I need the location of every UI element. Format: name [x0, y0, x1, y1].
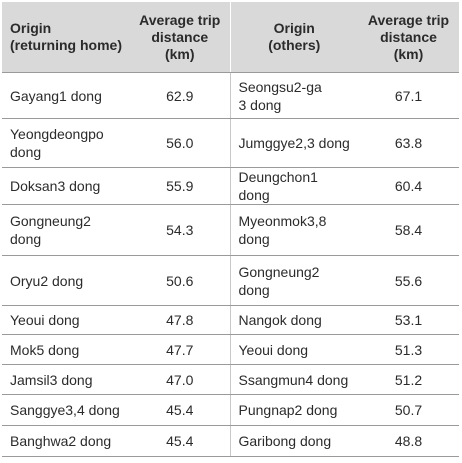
table-row: Yeoui dong 47.8 Nangok dong 53.1 — [2, 305, 459, 335]
origin-others-cell: Pungnap2 dong — [229, 394, 358, 426]
table-row: Mok5 dong 47.7 Yeoui dong 51.3 — [2, 334, 459, 365]
cell-line: 3 dong — [238, 96, 282, 113]
origin-home-cell: Yeoui dong — [2, 305, 130, 335]
origin-others-cell: Deungchon1 dong — [229, 167, 358, 205]
distance-home-cell: 47.8 — [130, 305, 230, 335]
header-row: Origin (returning home) Average trip dis… — [2, 2, 459, 73]
header-line: Average trip — [367, 11, 450, 28]
cell-line: Yeoui dong — [10, 312, 80, 328]
table-row: Doksan3 dong 55.9 Deungchon1 dong 60.4 — [2, 167, 459, 205]
distance-others-cell: 51.3 — [358, 334, 459, 365]
cell-line: Jumggye2,3 dong — [238, 135, 350, 151]
distance-others-cell: 67.1 — [358, 72, 459, 119]
cell-line: Pungnap2 dong — [238, 402, 338, 418]
origin-home-cell: Yeongdeongpo dong — [2, 118, 130, 168]
distance-home-cell: 62.9 — [130, 72, 230, 119]
distance-others-cell: 48.8 — [358, 425, 459, 457]
cell-line: Jamsil3 dong — [10, 371, 93, 388]
header-origin-returning-home: Origin (returning home) — [2, 2, 130, 73]
cell-line: Deungchon1 dong — [238, 169, 318, 203]
distance-home-cell: 50.6 — [130, 255, 230, 306]
cell-line: Garibong dong — [238, 433, 332, 449]
origin-home-cell: Jamsil3 dong — [2, 364, 130, 395]
header-line: Origin — [10, 20, 52, 36]
distance-others-cell: 55.6 — [358, 255, 459, 306]
origin-others-cell: Yeoui dong — [229, 334, 358, 365]
cell-line: dong — [238, 231, 270, 247]
table-row: Gongneung2 dong 54.3 Myeonmok3,8 dong 58.… — [2, 204, 459, 256]
table-row: Banghwa2 dong 45.4 Garibong dong 48.8 — [2, 425, 459, 457]
origin-others-cell: Nangok dong — [229, 305, 358, 335]
distance-others-cell: 58.4 — [358, 204, 459, 256]
distance-home-cell: 45.4 — [130, 425, 230, 457]
origin-home-cell: Gongneung2 dong — [2, 204, 130, 256]
origin-home-cell: Oryu2 dong — [2, 255, 130, 306]
origin-home-cell: Mok5 dong — [2, 334, 130, 365]
cell-line: Banghwa2 dong — [10, 433, 112, 449]
distance-home-cell: 54.3 — [130, 204, 230, 256]
distance-home-cell: 55.9 — [130, 167, 230, 205]
origin-home-cell: Sanggye3,4 dong — [2, 394, 130, 426]
origin-others-cell: Seongsu2-ga 3 dong — [229, 72, 358, 119]
cell-line: Sanggye3,4 dong — [10, 402, 120, 418]
distance-others-cell: 53.1 — [358, 305, 459, 335]
origin-others-cell: Garibong dong — [229, 425, 358, 457]
header-origin-others: Origin (others) — [229, 2, 358, 73]
origin-others-cell: Ssangmun4 dong — [229, 364, 358, 395]
table-row: Oryu2 dong 50.6 Gongneung2 dong 55.6 — [2, 255, 459, 306]
header-line: (returning home) — [10, 37, 122, 53]
distance-others-cell: 50.7 — [358, 394, 459, 426]
cell-line: Doksan3 dong — [10, 178, 101, 194]
header-average-distance-home: Average trip distance (km) — [130, 2, 230, 73]
origin-home-cell: Banghwa2 dong — [2, 425, 130, 457]
header-line: Average trip — [139, 11, 221, 28]
header-line: distance — [380, 28, 437, 45]
cell-line: dong — [238, 281, 270, 298]
cell-line: Gongneung2 — [238, 263, 320, 280]
cell-line: Myeonmok3,8 — [238, 213, 327, 229]
distance-others-cell: 60.4 — [358, 167, 459, 205]
cell-line: Nangok dong — [238, 312, 322, 328]
cell-line: Oryu2 dong — [10, 272, 84, 289]
origin-home-cell: Gayang1 dong — [2, 72, 130, 119]
origin-others-cell: Myeonmok3,8 dong — [229, 204, 358, 256]
origin-home-cell: Doksan3 dong — [2, 167, 130, 205]
distance-others-cell: 63.8 — [358, 118, 459, 168]
header-line: (km) — [393, 45, 424, 62]
distance-home-cell: 45.4 — [130, 394, 230, 426]
distance-home-cell: 56.0 — [130, 118, 230, 168]
cell-line: dong — [10, 144, 42, 160]
trip-distance-table: Origin (returning home) Average trip dis… — [2, 2, 459, 457]
cell-line: Mok5 dong — [10, 341, 80, 358]
origin-others-cell: Gongneung2 dong — [229, 255, 358, 306]
distance-others-cell: 51.2 — [358, 364, 459, 395]
cell-line: Seongsu2-ga — [238, 78, 322, 95]
cell-line: Ssangmun4 dong — [238, 371, 349, 388]
header-line: distance — [151, 28, 209, 45]
table-row: Gayang1 dong 62.9 Seongsu2-ga 3 dong 67.1 — [2, 72, 459, 119]
header-line: (others) — [268, 37, 321, 53]
origin-others-cell: Jumggye2,3 dong — [229, 118, 358, 168]
header-line: Origin — [273, 20, 315, 36]
table-row: Sanggye3,4 dong 45.4 Pungnap2 dong 50.7 — [2, 394, 459, 426]
distance-home-cell: 47.0 — [130, 364, 230, 395]
header-line: (km) — [164, 45, 195, 62]
cell-line: Yeongdeongpo — [10, 126, 104, 142]
cell-line: Yeoui dong — [238, 341, 309, 358]
header-average-distance-others: Average trip distance (km) — [358, 2, 459, 73]
table-row: Jamsil3 dong 47.0 Ssangmun4 dong 51.2 — [2, 364, 459, 395]
cell-line: Gayang1 dong — [10, 87, 102, 104]
distance-home-cell: 47.7 — [130, 334, 230, 365]
cell-line: Gongneung2 dong — [10, 213, 91, 247]
table-row: Yeongdeongpo dong 56.0 Jumggye2,3 dong 63… — [2, 118, 459, 168]
